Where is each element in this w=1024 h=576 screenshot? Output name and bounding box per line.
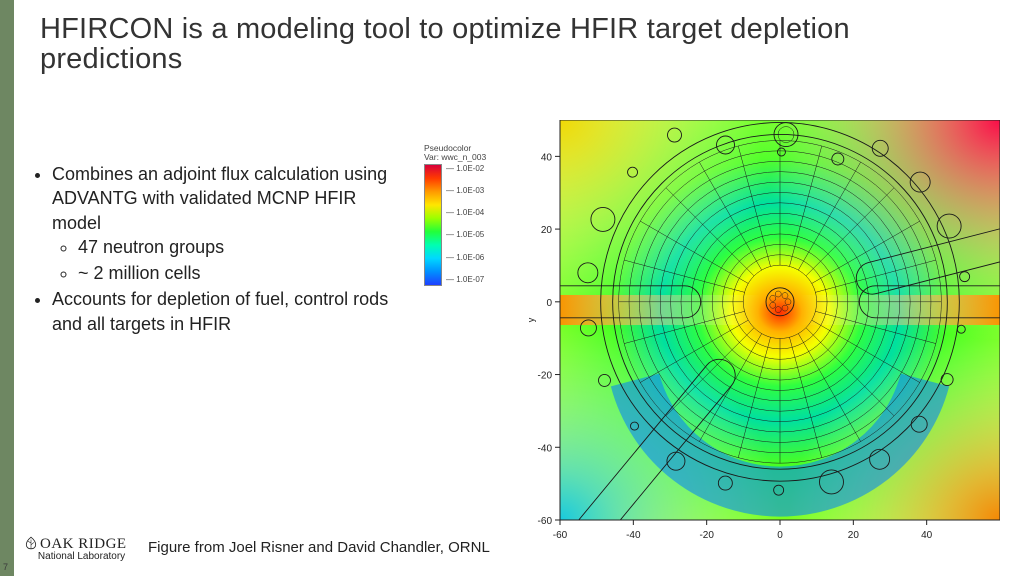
logo-line1: OAK RIDGE <box>40 536 127 552</box>
legend-bar <box>424 164 442 286</box>
figure: -60 -40 -20 0 20 40 -60 -40 -20 0 20 40 y <box>520 120 1000 562</box>
bullet-1: Combines an adjoint flux calculation usi… <box>52 162 394 285</box>
y-ticks: -60 -40 -20 0 20 40 <box>538 152 560 527</box>
color-legend: Pseudocolor Var: wwc_n_003 — 1.0E-02— 1.… <box>424 144 512 286</box>
legend-tick: — 1.0E-04 <box>446 208 484 217</box>
svg-text:40: 40 <box>921 530 933 541</box>
svg-text:-60: -60 <box>553 530 568 541</box>
leaf-icon <box>24 536 38 550</box>
legend-tick: — 1.0E-03 <box>446 186 484 195</box>
legend-title-2: Var: wwc_n_003 <box>424 152 486 162</box>
legend-tick: — 1.0E-06 <box>446 253 484 262</box>
svg-text:-20: -20 <box>538 371 553 382</box>
bullet-list: Combines an adjoint flux calculation usi… <box>34 162 394 338</box>
bullet-2: Accounts for depletion of fuel, control … <box>52 287 394 336</box>
svg-text:-40: -40 <box>626 530 641 541</box>
ornl-logo: OAK RIDGE National Laboratory <box>24 536 127 562</box>
x-ticks: -60 -40 -20 0 20 40 <box>553 520 933 541</box>
svg-text:-40: -40 <box>538 443 553 454</box>
bullet-1a: 47 neutron groups <box>78 235 394 259</box>
slide-title: HFIRCON is a modeling tool to optimize H… <box>40 14 994 75</box>
svg-text:20: 20 <box>848 530 860 541</box>
svg-text:20: 20 <box>541 225 553 236</box>
svg-text:40: 40 <box>541 152 553 163</box>
page-number: 7 <box>3 562 8 572</box>
svg-text:-20: -20 <box>699 530 714 541</box>
side-stripe <box>0 0 14 576</box>
legend-tick: — 1.0E-05 <box>446 230 484 239</box>
svg-text:-60: -60 <box>538 516 553 527</box>
svg-text:0: 0 <box>546 298 552 309</box>
bullet-1b: ~ 2 million cells <box>78 261 394 285</box>
legend-tick: — 1.0E-02 <box>446 164 484 173</box>
y-axis-label: y <box>526 317 536 322</box>
legend-tick: — 1.0E-07 <box>446 275 484 284</box>
legend-ticks: — 1.0E-02 — 1.0E-03 — 1.0E-04 — 1.0E-05 — 1.… <box>446 164 484 284</box>
figure-caption: Figure from Joel Risner and David Chandl… <box>148 539 490 556</box>
bullet-1-text: Combines an adjoint flux calculation usi… <box>52 164 387 233</box>
logo-line2: National Laboratory <box>38 551 125 562</box>
svg-text:0: 0 <box>777 530 783 541</box>
figure-svg: -60 -40 -20 0 20 40 -60 -40 -20 0 20 40 y <box>520 120 1000 562</box>
